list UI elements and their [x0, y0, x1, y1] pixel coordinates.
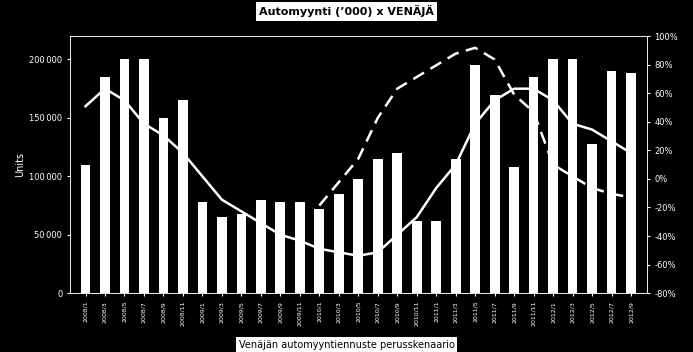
Text: Automyynti (’000) x VENÄJÄ: Automyynti (’000) x VENÄJÄ — [259, 5, 434, 17]
Bar — [256, 200, 265, 293]
Text: Venäjän automyyntiennuste perusskenaario: Venäjän automyyntiennuste perusskenaario — [238, 340, 455, 350]
Bar — [412, 221, 421, 293]
Y-axis label: Units: Units — [15, 152, 25, 177]
Bar — [100, 77, 110, 293]
Bar — [626, 74, 636, 293]
Bar — [315, 209, 324, 293]
Bar — [334, 194, 344, 293]
Bar — [392, 153, 402, 293]
Bar — [139, 59, 149, 293]
Bar — [568, 59, 577, 293]
Bar — [587, 144, 597, 293]
Bar — [431, 221, 441, 293]
Bar — [471, 65, 480, 293]
Bar — [198, 202, 207, 293]
Bar — [606, 71, 616, 293]
Bar — [529, 77, 538, 293]
Bar — [159, 118, 168, 293]
Bar — [548, 59, 558, 293]
Bar — [120, 59, 130, 293]
Bar — [178, 100, 188, 293]
Bar — [509, 167, 519, 293]
Bar — [490, 95, 500, 293]
Bar — [295, 202, 305, 293]
Bar — [80, 165, 90, 293]
Bar — [217, 217, 227, 293]
Bar — [451, 159, 461, 293]
Bar — [276, 202, 286, 293]
Bar — [353, 179, 363, 293]
Bar — [236, 214, 246, 293]
Bar — [373, 159, 383, 293]
